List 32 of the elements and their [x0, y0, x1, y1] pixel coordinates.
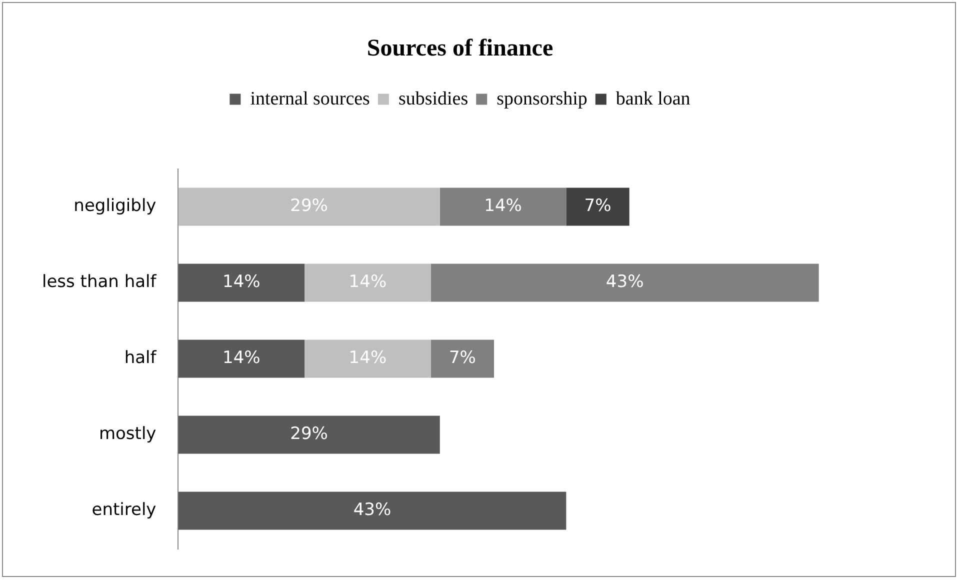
y-tick-label: half	[124, 348, 158, 368]
data-label: 14%	[348, 348, 387, 368]
data-label: 7%	[584, 196, 612, 216]
data-label: 29%	[290, 424, 328, 444]
bar	[304, 340, 431, 378]
data-label: 43%	[606, 272, 644, 292]
chart-title: Sources of finance	[366, 36, 554, 62]
bar	[178, 416, 440, 454]
bar	[304, 264, 431, 302]
y-tick-label: mostly	[98, 424, 156, 444]
bar	[178, 340, 305, 378]
bar	[430, 340, 494, 378]
bar	[430, 264, 819, 302]
y-tick-label: less than half	[42, 272, 158, 292]
data-label: 14%	[222, 272, 260, 292]
bar	[440, 188, 566, 226]
legend-label: bank loan	[616, 88, 691, 110]
bar	[178, 188, 440, 226]
bar	[178, 264, 305, 302]
data-label: 43%	[353, 500, 392, 520]
data-label: 14%	[222, 348, 260, 368]
data-label: 14%	[484, 196, 522, 216]
legend-label: sponsorship	[496, 88, 588, 110]
bar	[178, 492, 566, 530]
data-label: 7%	[448, 348, 476, 368]
legend-label: internal sources	[250, 88, 370, 110]
y-tick-label: negligibly	[74, 196, 156, 216]
bar	[566, 188, 630, 226]
y-tick-label: entirely	[92, 500, 156, 520]
legend-label: subsidies	[398, 88, 468, 110]
data-label: 29%	[290, 196, 328, 216]
data-label: 14%	[348, 272, 387, 292]
